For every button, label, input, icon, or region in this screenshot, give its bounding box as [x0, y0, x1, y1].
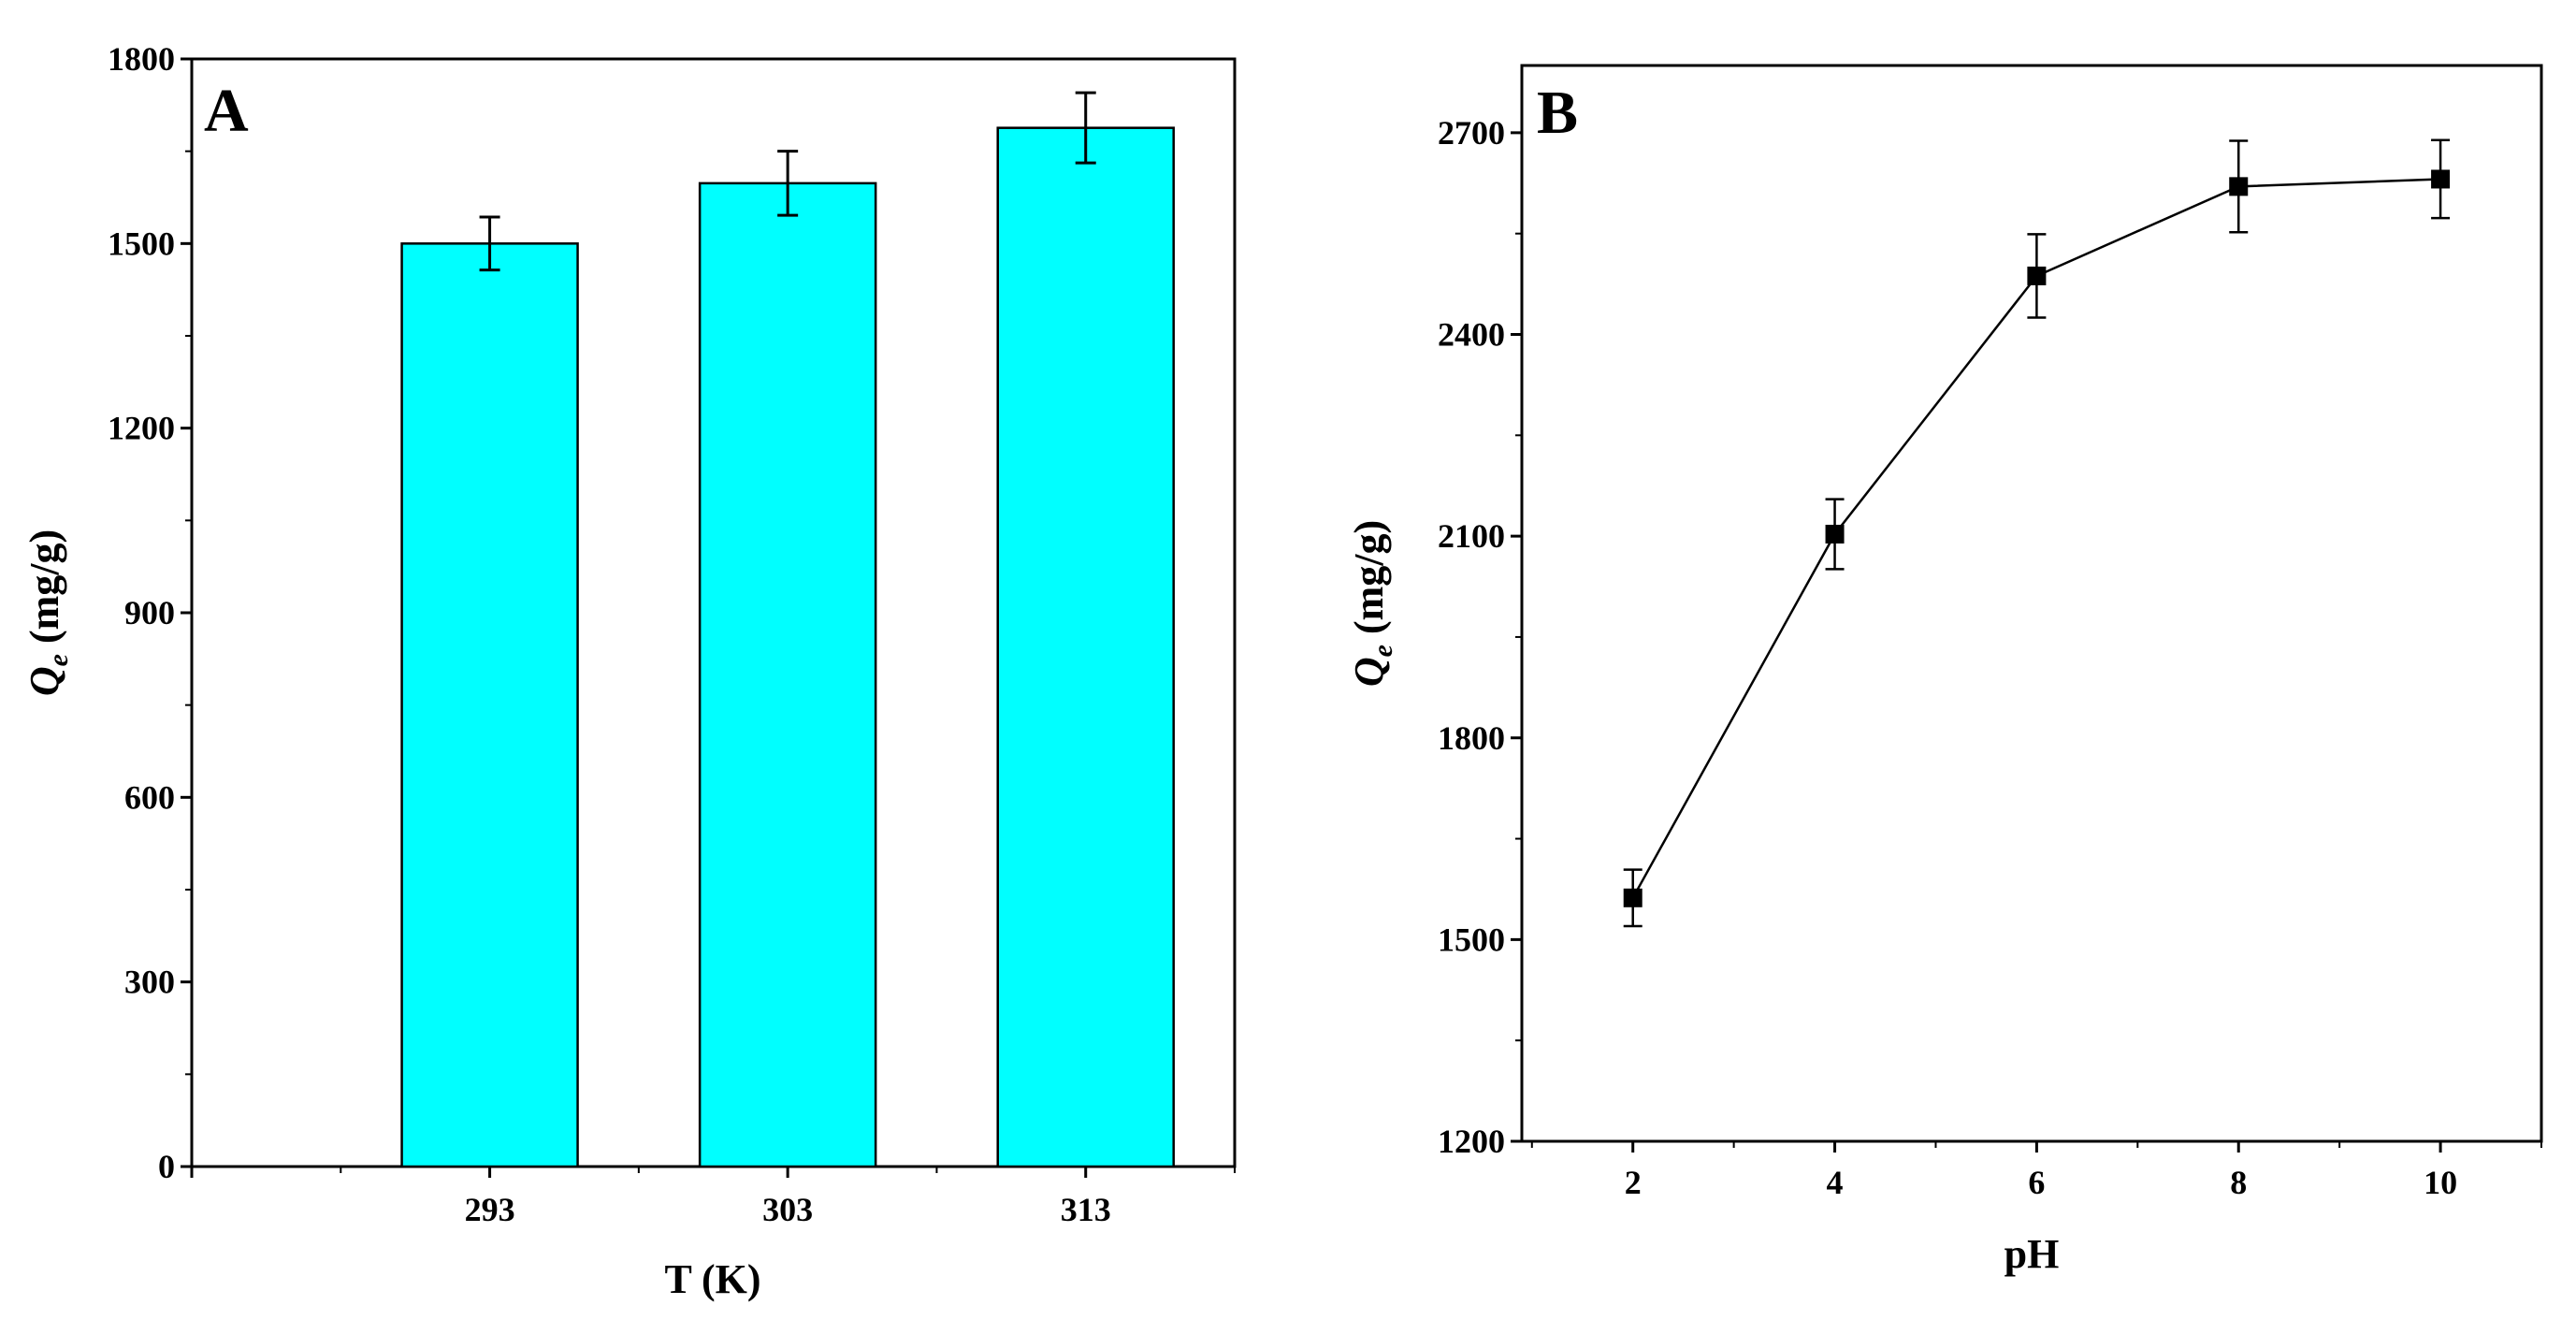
panel-a-ylabel-main: Q [22, 666, 67, 696]
panel-a-bar [400, 242, 579, 1168]
panel-b-letter: B [1537, 79, 1578, 147]
panel-b-line-chart: 1200 1500 1800 2100 2400 2700 2 4 6 8 10 B pH Qe … [1346, 64, 2543, 1277]
panel-b-y-tick-label: 1800 [1438, 719, 1505, 757]
panel-a-y-axis: 0 300 600 900 1200 1500 1800 [108, 40, 192, 1185]
panel-a-y-tick-label: 1200 [108, 410, 175, 447]
panel-b-y-axis: 1200 1500 1800 2100 2400 2700 [1438, 114, 1522, 1160]
panel-b-ylabel-main: Q [1346, 657, 1392, 687]
panel-b-data-point [1825, 524, 1845, 544]
panel-b-x-tick-label: 6 [2028, 1164, 2045, 1201]
panel-b-data-point [2027, 266, 2047, 285]
panel-b-x-tick-label: 10 [2424, 1164, 2457, 1201]
panel-b-data-point [1623, 888, 1643, 907]
panel-b-y-tick-label: 2100 [1438, 517, 1505, 555]
panel-a-ylabel-units: (mg/g) [22, 529, 67, 654]
panel-a-y-tick-label: 600 [124, 778, 175, 816]
panel-b-data-point [2229, 177, 2249, 196]
panel-a-x-tick-label: 313 [1061, 1191, 1111, 1228]
panel-a-x-axis: 293 303 313 [190, 1167, 1236, 1228]
panel-b-x-tick-label: 4 [1827, 1164, 1844, 1201]
panel-b-y-tick-label: 2700 [1438, 114, 1505, 152]
panel-a-x-tick-label: 293 [465, 1191, 515, 1228]
panel-b-y-tick-label: 1500 [1438, 921, 1505, 958]
panel-a-y-tick-label: 300 [124, 964, 175, 1001]
panel-b-ylabel-sub: e [1368, 645, 1398, 657]
panel-b-data-point [2431, 169, 2451, 189]
panel-a-bar [698, 181, 877, 1168]
panel-a-y-axis-title: Qe (mg/g) [22, 529, 74, 696]
panel-a-y-tick-label: 0 [158, 1148, 175, 1185]
panel-a-bars [400, 91, 1175, 1168]
panel-b-series [1623, 138, 2451, 928]
panel-b-x-axis-title: pH [2004, 1231, 2060, 1277]
panel-b-x-tick-label: 2 [1625, 1164, 1642, 1201]
panel-a-x-axis-title: T (K) [664, 1256, 760, 1302]
panel-b-x-tick-label: 8 [2230, 1164, 2247, 1201]
panel-a-x-tick-label: 303 [762, 1191, 813, 1228]
panel-a-y-tick-label: 1800 [108, 40, 175, 78]
panel-b-y-axis-title: Qe (mg/g) [1346, 520, 1398, 687]
panel-b-x-axis: 2 4 6 8 10 [1530, 1141, 2542, 1201]
panel-a-y-tick-label: 900 [124, 594, 175, 631]
panel-a-bar-chart: 0 300 600 900 1200 1500 1800 293 303 313 A T (K)… [22, 40, 1237, 1302]
panel-a-letter: A [204, 77, 249, 145]
panel-a-y-tick-label: 1500 [108, 225, 175, 262]
panel-a-bar [996, 126, 1175, 1168]
panel-b-frame [1520, 64, 2543, 1143]
panel-b-y-tick-label: 1200 [1438, 1123, 1505, 1160]
panel-b-ylabel-units: (mg/g) [1346, 520, 1392, 645]
panel-a-ylabel-sub: e [43, 654, 74, 666]
panel-b-y-tick-label: 2400 [1438, 316, 1505, 354]
